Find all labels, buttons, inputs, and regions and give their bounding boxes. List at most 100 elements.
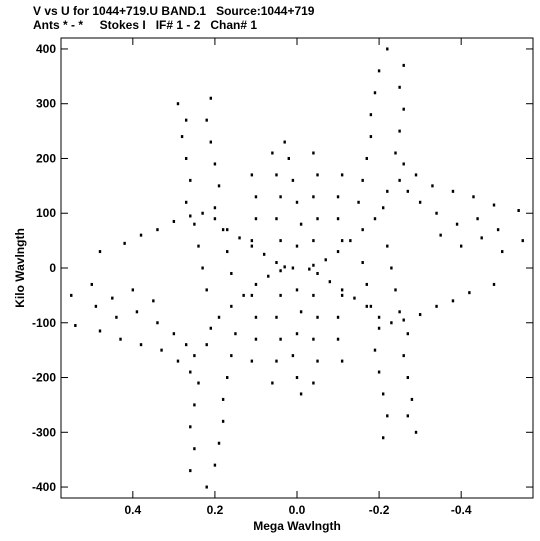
uv-point <box>398 129 401 133</box>
uv-point <box>295 200 299 204</box>
uv-point <box>217 315 221 319</box>
uv-point <box>172 332 176 336</box>
y-tick-label: 100 <box>36 206 56 220</box>
uv-point <box>271 381 274 385</box>
uv-point <box>373 348 377 352</box>
uv-point <box>299 222 303 226</box>
uv-point <box>283 140 286 144</box>
uv-point <box>517 209 520 212</box>
uv-point <box>250 239 254 243</box>
uv-point <box>451 299 455 303</box>
uv-point <box>402 107 405 111</box>
uv-point <box>279 293 282 297</box>
uv-point <box>291 178 295 182</box>
uv-point <box>184 118 188 122</box>
y-tick-label: -100 <box>32 316 56 330</box>
data-points <box>70 47 524 489</box>
uv-point <box>316 359 319 363</box>
y-tick-label: 200 <box>36 151 56 165</box>
uv-point <box>152 299 155 303</box>
uv-point <box>279 239 282 243</box>
x-tick-label: 0.0 <box>289 503 306 517</box>
y-tick-label: -200 <box>32 371 56 385</box>
uv-point <box>398 310 401 314</box>
uv-point <box>90 282 93 286</box>
uv-point <box>193 403 196 407</box>
uv-point <box>230 304 233 308</box>
uv-point <box>361 178 364 182</box>
uv-point <box>365 282 368 286</box>
uv-point <box>402 63 405 67</box>
uv-point <box>139 343 143 347</box>
uv-point <box>414 173 418 177</box>
uv-point <box>340 293 344 297</box>
uv-point <box>160 348 163 352</box>
uv-point <box>201 266 204 270</box>
uv-point <box>217 184 221 188</box>
uv-point <box>439 233 442 237</box>
uv-point <box>394 151 397 155</box>
uv-point <box>221 419 225 423</box>
x-axis-label: Mega Wavlngth <box>253 519 341 533</box>
uv-point <box>226 228 229 232</box>
uv-point <box>189 425 192 429</box>
uv-point <box>381 436 385 440</box>
uv-point <box>299 392 303 396</box>
uv-point <box>316 173 319 177</box>
uv-point <box>476 217 479 221</box>
uv-point <box>197 244 200 248</box>
x-tick-label: -0.4 <box>451 503 472 517</box>
uv-point <box>226 250 229 254</box>
uv-point <box>193 354 196 358</box>
uv-point <box>242 293 245 297</box>
uv-point <box>111 296 114 300</box>
uv-point <box>390 321 393 325</box>
x-tick-label: 0.4 <box>124 503 141 517</box>
uv-point <box>328 280 332 284</box>
uv-point <box>213 463 217 467</box>
uv-point <box>340 239 344 243</box>
uv-point <box>193 447 196 451</box>
uv-point <box>316 271 319 275</box>
uv-point <box>472 195 475 199</box>
uv-point <box>189 370 192 374</box>
uv-point <box>336 315 340 319</box>
uv-point <box>340 288 344 292</box>
uv-point <box>189 178 192 182</box>
uv-point <box>312 195 315 199</box>
uv-point <box>369 135 373 139</box>
y-tick-label: -400 <box>32 480 56 494</box>
uv-point <box>431 184 434 188</box>
uv-point <box>336 195 340 199</box>
uv-point <box>336 250 340 254</box>
uv-point <box>324 258 327 262</box>
uv-point <box>312 293 315 297</box>
uv-point <box>455 222 459 226</box>
uv-point <box>373 91 377 95</box>
uv-point <box>230 354 233 358</box>
uv-point <box>377 315 381 319</box>
uv-point <box>230 271 233 275</box>
uv-point <box>217 441 221 445</box>
uv-point <box>70 293 73 297</box>
uv-point <box>406 332 410 336</box>
uv-point <box>496 228 500 232</box>
uv-point <box>365 304 368 308</box>
uv-point <box>209 96 213 100</box>
uv-point <box>213 206 217 210</box>
uv-point <box>193 222 196 226</box>
uv-point <box>459 244 463 248</box>
uv-point <box>312 263 315 267</box>
uv-point <box>184 156 188 160</box>
uv-point <box>336 337 340 341</box>
uv-point <box>213 162 217 166</box>
uv-point <box>353 296 356 300</box>
uv-point <box>377 69 381 73</box>
uv-point <box>468 291 471 295</box>
uv-point <box>275 261 278 265</box>
uv-point <box>205 485 208 489</box>
uv-point <box>94 304 98 308</box>
uv-point <box>402 354 405 358</box>
y-tick-label: 0 <box>49 261 56 275</box>
